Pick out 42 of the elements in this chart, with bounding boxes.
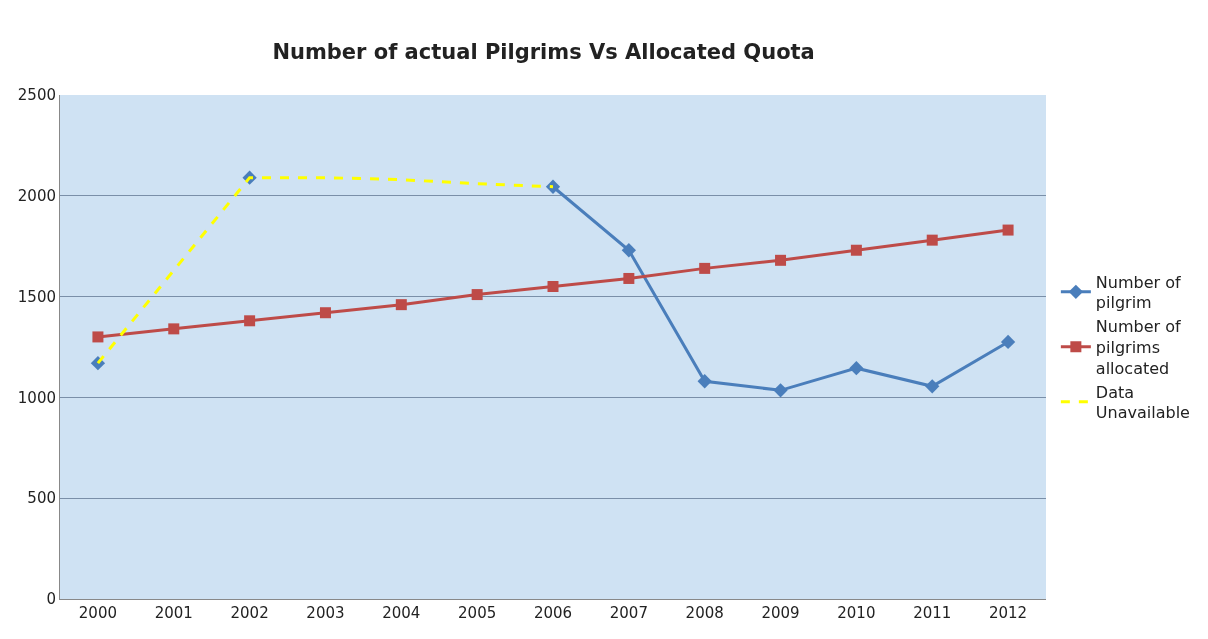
x-tick-label: 2004 xyxy=(382,604,421,622)
x-tick-label: 2010 xyxy=(837,604,876,622)
point xyxy=(1002,224,1014,236)
point xyxy=(471,289,483,301)
point xyxy=(697,374,712,389)
legend-label: Number of pilgrim xyxy=(1095,272,1182,313)
x-tick-label: 2001 xyxy=(154,604,193,622)
point xyxy=(775,254,787,266)
point xyxy=(168,323,180,335)
chart-title: Number of actual Pilgrims Vs Allocated Quota xyxy=(272,40,815,65)
y-tick-label: 1500 xyxy=(17,287,56,306)
point xyxy=(773,383,788,398)
point xyxy=(621,243,636,258)
legend-label: Number of pilgrims allocated xyxy=(1095,317,1182,378)
y-tick-label: 2500 xyxy=(17,86,56,105)
point xyxy=(92,331,104,343)
x-tick-label: 2002 xyxy=(230,604,269,622)
point xyxy=(623,272,635,284)
legend-label: Data Unavailable xyxy=(1095,382,1190,423)
x-tick-label: 2007 xyxy=(609,604,648,622)
x-tick-label: 2006 xyxy=(533,604,573,622)
x-tick-label: 2011 xyxy=(913,604,952,622)
point xyxy=(395,299,407,311)
x-tick-label: 2008 xyxy=(685,604,724,622)
x-tick-label: 2005 xyxy=(458,604,497,622)
point xyxy=(244,315,256,327)
y-tick-label: 500 xyxy=(27,489,56,508)
y-tick-label: 1000 xyxy=(17,388,56,407)
point xyxy=(926,234,938,246)
point xyxy=(319,307,331,319)
x-tick-label: 2000 xyxy=(78,604,118,622)
x-tick-label: 2009 xyxy=(761,604,800,622)
y-tick-label: 2000 xyxy=(17,187,56,206)
point xyxy=(1000,334,1016,350)
point xyxy=(849,361,864,376)
x-tick-label: 2012 xyxy=(988,604,1028,622)
point xyxy=(699,262,711,274)
x-tick-label: 2003 xyxy=(306,604,345,622)
point xyxy=(925,379,940,394)
point xyxy=(547,281,559,293)
y-tick-label: 0 xyxy=(46,590,56,609)
point xyxy=(850,244,862,256)
